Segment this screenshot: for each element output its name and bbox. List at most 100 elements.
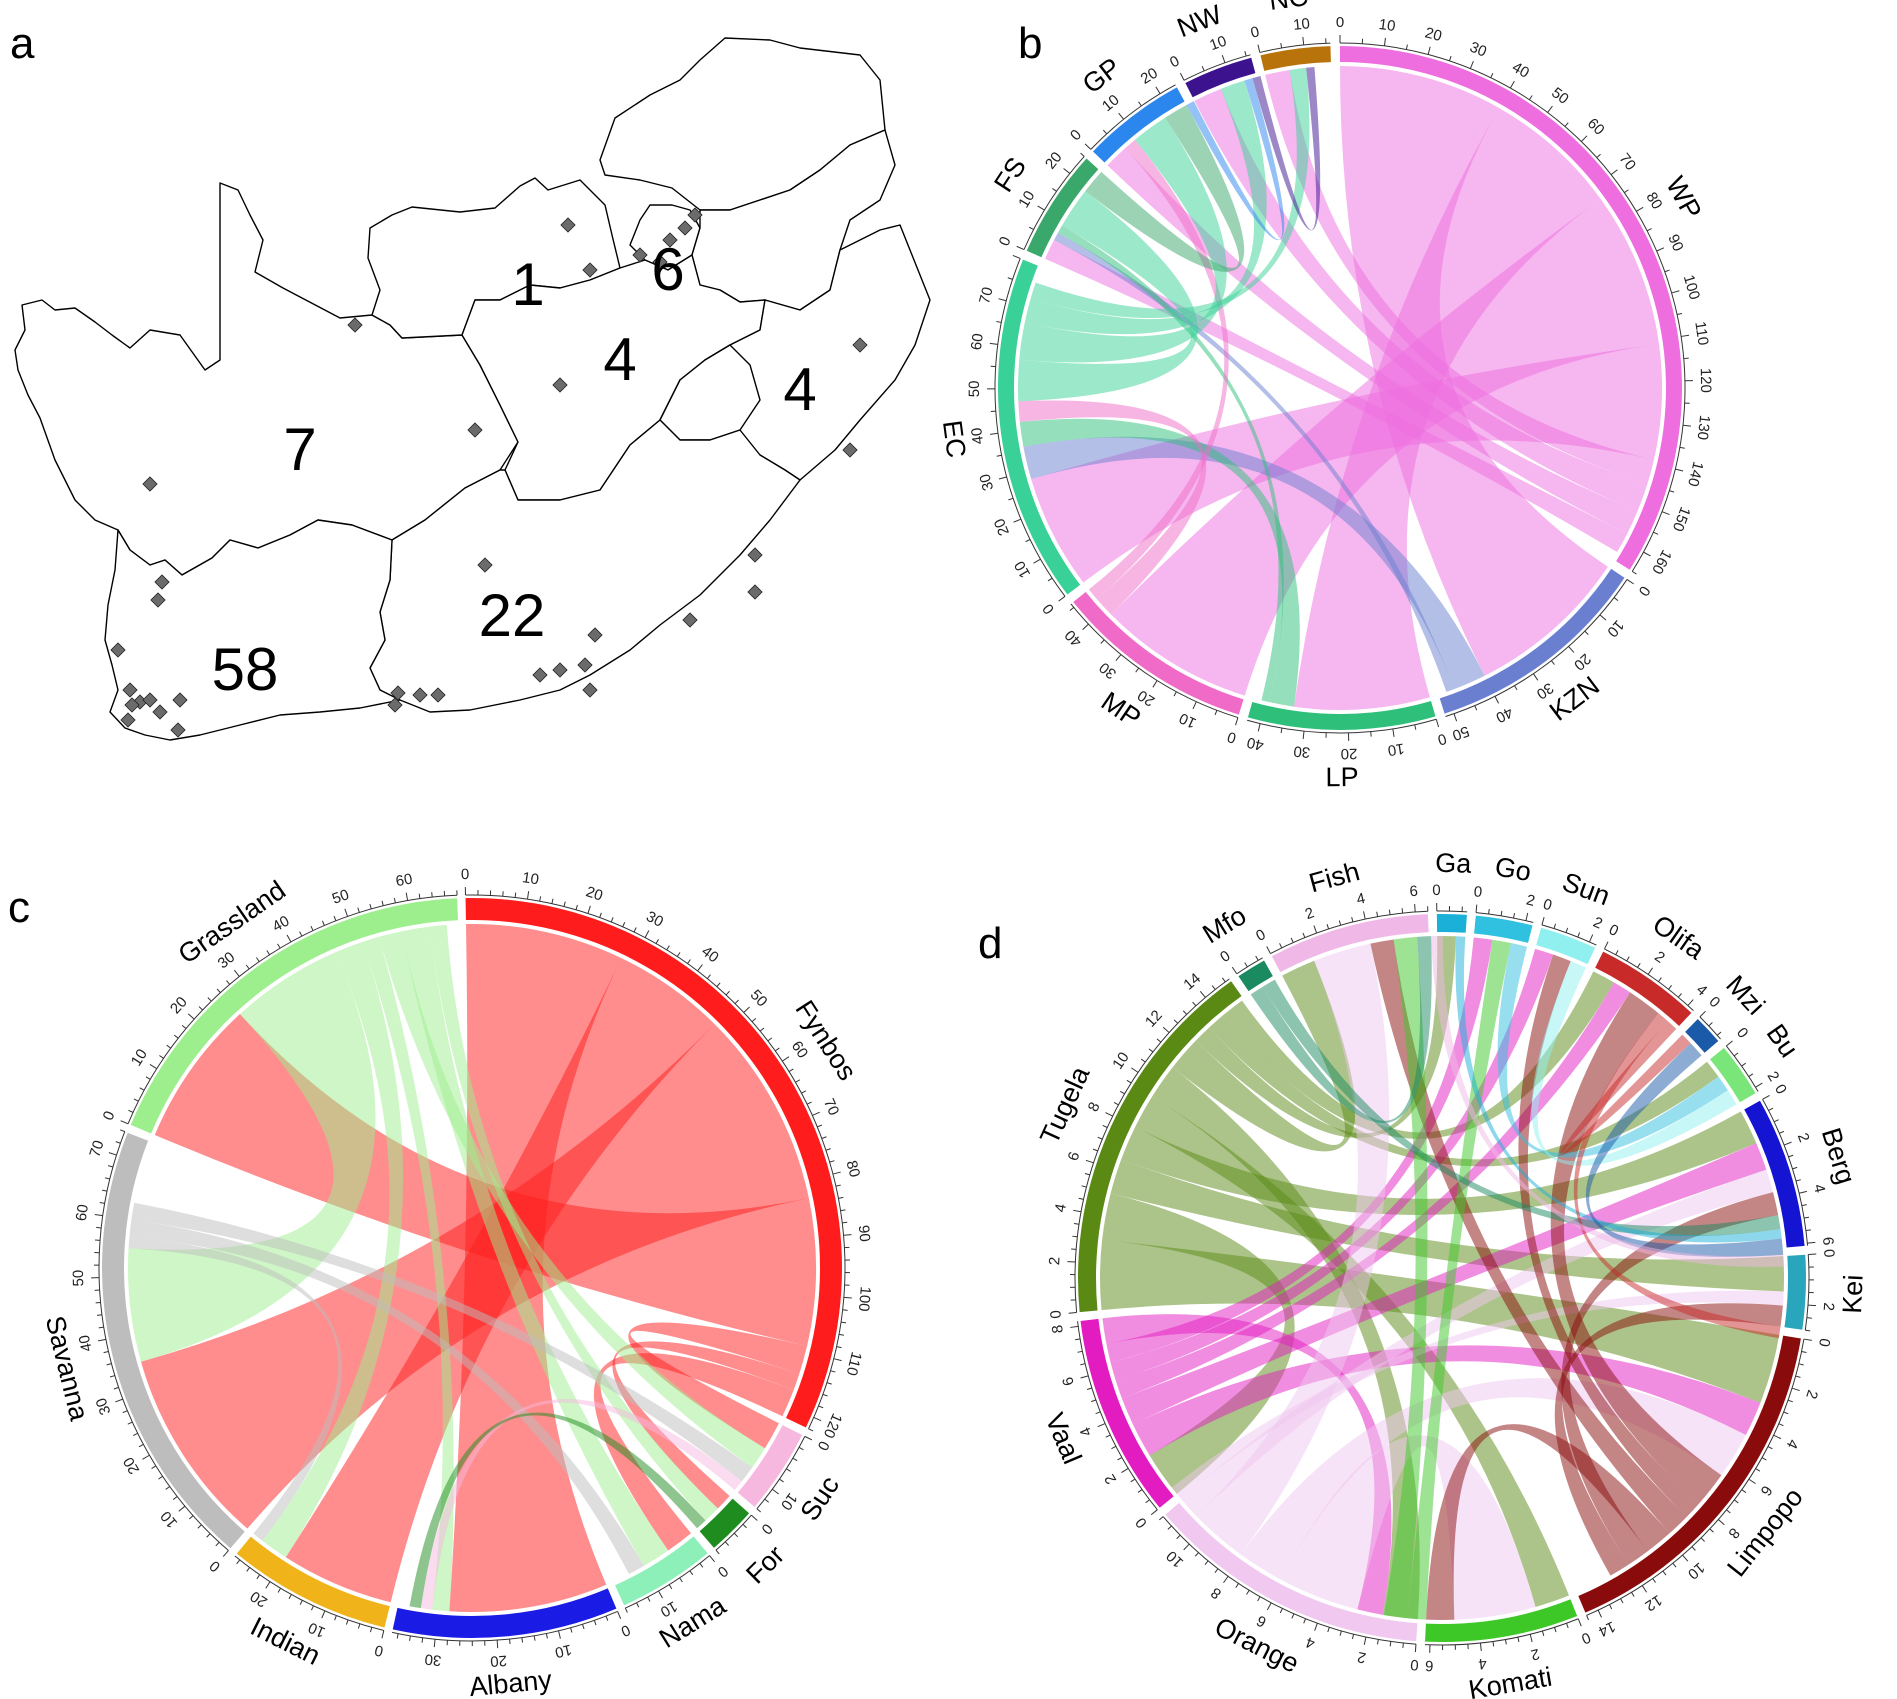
sector-axis-Mfo (1236, 957, 1263, 975)
link-WP-NW (1194, 88, 1648, 512)
tick-label-Olifa: 0 (1606, 921, 1621, 940)
tick-mark (1121, 1467, 1129, 1473)
tick-mark (1351, 1634, 1355, 1640)
tick-mark (817, 1124, 823, 1128)
tick-mark (1102, 129, 1108, 135)
tick-mark (1762, 1094, 1770, 1100)
tick-mark (173, 1034, 179, 1039)
tick-mark (115, 1141, 121, 1144)
tick-label-Tugela: 8 (1085, 1099, 1104, 1114)
tick-mark (1778, 1423, 1784, 1427)
sector-axis-Limpopo (1586, 1338, 1805, 1616)
tick-mark (1805, 1229, 1811, 1232)
tick-mark (405, 892, 409, 901)
site-marker (552, 662, 568, 678)
tick-mark (1741, 1489, 1747, 1493)
tick-mark (1179, 72, 1185, 81)
tick-mark (1235, 717, 1239, 726)
tick-mark (1679, 446, 1685, 449)
site-marker (587, 627, 603, 643)
tick-label-Fish: 0 (1253, 926, 1268, 945)
tick-mark (119, 1129, 126, 1133)
tick-mark (1173, 691, 1177, 697)
tick-mark (514, 892, 517, 898)
tick-mark (842, 1309, 848, 1311)
tick-mark (1155, 86, 1161, 94)
tick-mark (1646, 228, 1652, 232)
sector-band-KZN (1439, 568, 1625, 714)
link-Tugela-Olifa (1223, 971, 1615, 1139)
site-marker (577, 657, 593, 673)
tick-label-Bu: 2 (1764, 1069, 1783, 1085)
sector-band-Bu (1710, 1047, 1756, 1103)
site-marker (852, 337, 868, 353)
tick-mark (1159, 1516, 1164, 1521)
tick-mark (1525, 912, 1529, 921)
tick-mark (636, 1602, 640, 1608)
tick-label-Komati: 6 (1425, 1657, 1434, 1674)
tick-mark (299, 931, 303, 937)
tick-mark (1025, 539, 1031, 543)
tick-mark (166, 1044, 171, 1049)
sector-axis-Kei (1804, 1254, 1810, 1331)
tick-mark (1795, 1375, 1801, 1378)
tick-mark (1504, 1639, 1507, 1645)
tick-mark (1012, 254, 1021, 259)
tick-mark (1126, 1079, 1132, 1084)
site-marker (387, 697, 403, 713)
tick-mark (835, 1184, 841, 1187)
chord-diagram-provinces: 0 10 2030405060708090100110120130140150160… (937, 0, 1714, 792)
sector-band-FS (1026, 158, 1099, 258)
tick-label-Nama: 0 (714, 1562, 731, 1580)
tick-label-NC: 10 (1292, 15, 1310, 34)
tick-mark (109, 1375, 115, 1378)
tick-mark (622, 922, 626, 928)
tick-mark (1589, 934, 1594, 943)
tick-mark (551, 898, 554, 904)
tick-label-Fish: 4 (1355, 890, 1367, 908)
tick-mark (1604, 941, 1609, 950)
site-marker (122, 682, 138, 698)
tick-mark (1427, 46, 1431, 55)
tick-label-Indian: 20 (247, 1587, 270, 1610)
sector-label-NC: NC (1267, 0, 1310, 16)
tick-label-Vaal: 2 (1101, 1471, 1120, 1487)
sector-axis-MP (1070, 603, 1239, 719)
tick-mark (1801, 1350, 1807, 1353)
sector-label-WP: WP (1660, 172, 1707, 225)
tick-mark (1682, 424, 1691, 427)
tick-mark (812, 1111, 820, 1116)
tick-mark (1615, 950, 1619, 955)
tick-label-MP: 10 (1177, 709, 1199, 731)
tick-mark (108, 1152, 117, 1156)
tick-mark (139, 1087, 145, 1091)
tick-label-Nama: 10 (657, 1597, 680, 1620)
tick-label-WP: 0 (1336, 14, 1344, 31)
tick-label-FS: 10 (1015, 188, 1038, 211)
link-EC-NW (1024, 80, 1267, 335)
tick-mark (818, 1405, 824, 1409)
tick-label-FS: 20 (1042, 149, 1066, 173)
tick-label-Fynbos: 110 (843, 1350, 865, 1377)
sector-axis-Go (1476, 912, 1534, 924)
tick-label-Komati: 2 (1529, 1645, 1541, 1664)
site-marker (150, 592, 166, 608)
tick-mark (1664, 269, 1670, 273)
tick-mark (418, 893, 421, 899)
chord-c-links (127, 923, 817, 1613)
tick-mark (1435, 719, 1440, 728)
tick-mark (1596, 153, 1601, 158)
tick-mark (624, 1607, 628, 1613)
tick-label-Berg: 0 (1771, 1082, 1790, 1098)
tick-mark (1773, 1434, 1782, 1440)
tick-mark (1551, 660, 1555, 665)
tick-label-Albany: 10 (553, 1641, 573, 1661)
tick-label-WP: 20 (1423, 24, 1443, 45)
sector-axis-NC (1259, 42, 1331, 53)
tick-mark (822, 1393, 828, 1397)
sector-band-Albany (392, 1588, 617, 1639)
tick-label-WP: 40 (1509, 59, 1532, 82)
tick-mark (751, 1017, 757, 1023)
tick-mark (321, 1610, 326, 1619)
tick-label-Grassland: 60 (394, 871, 413, 891)
